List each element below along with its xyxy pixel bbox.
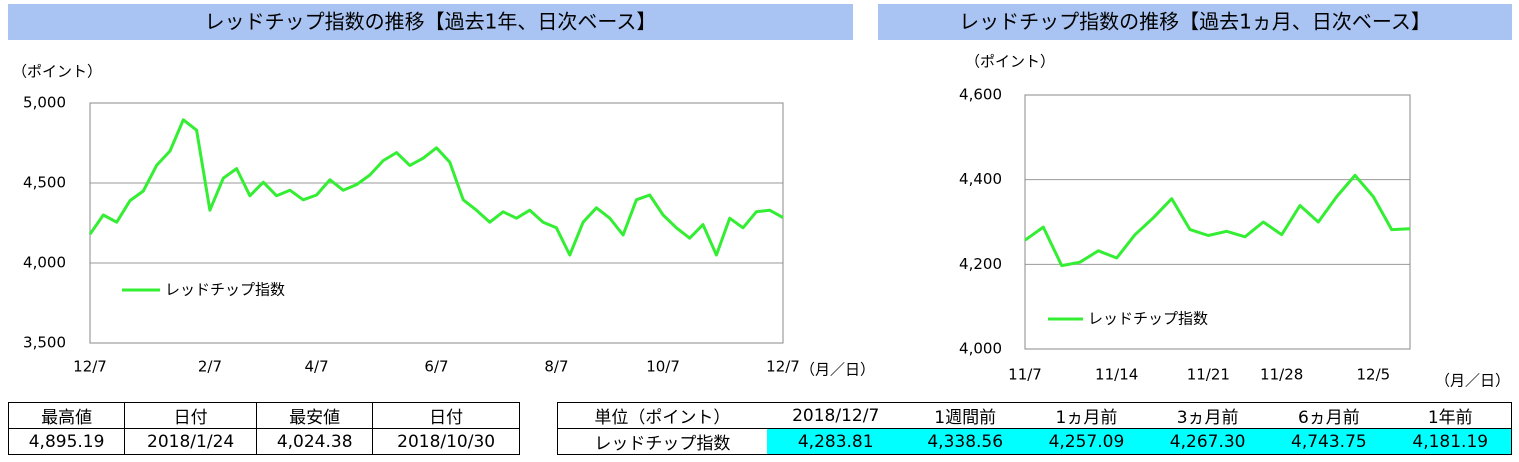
x-tick-label: 6/7: [424, 358, 448, 376]
series-line: [1024, 173, 1411, 268]
plot-frame: [1024, 94, 1411, 350]
table-row: 最高値 日付 最安値 日付: [7, 402, 520, 429]
legend-label: レッドチップ指数: [165, 281, 285, 299]
x-tick-label: 2/7: [198, 358, 222, 376]
table-header-cell: 1年前: [1389, 402, 1513, 429]
x-tick-label: 8/7: [544, 358, 568, 376]
y-tick-label: 4,000: [23, 254, 66, 272]
y-tick-label: 3,500: [23, 334, 66, 352]
summary-table: 最高値 日付 最安値 日付 4,895.19 2018/1/24 4,024.38 2018/…: [7, 402, 520, 455]
x-tick-label: 12/7: [73, 358, 107, 376]
y-tick-label: 4,600: [959, 86, 1002, 104]
table-cell: 4,024.38: [256, 428, 374, 455]
table-cell: 4,743.75: [1268, 428, 1390, 455]
table-header-cell: 1ヵ月前: [1025, 402, 1148, 429]
table-cell: レッドチップ指数: [556, 428, 767, 455]
x-tick-label: 10/7: [646, 358, 680, 376]
x-tick-label: 4/7: [304, 358, 328, 376]
table-cell: 4,338.56: [904, 428, 1026, 455]
table-row: 単位（ポイント） 2018/12/7 1週間前 1ヵ月前 3ヵ月前 6ヵ月前 1年前: [556, 402, 1513, 429]
table-cell: 4,895.19: [7, 428, 126, 455]
table-header-cell: 1週間前: [904, 402, 1026, 429]
table-cell: 4,181.19: [1389, 428, 1513, 455]
y-tick-label: 4,200: [959, 255, 1002, 273]
table-cell: 4,267.30: [1147, 428, 1269, 455]
x-tick-label: 12/5: [1356, 366, 1390, 384]
x-tick-label: 11/7: [1008, 366, 1042, 384]
table-cell: 2018/1/24: [124, 428, 258, 455]
y-axis-unit: （ポイント）: [965, 53, 1055, 71]
series-line: [88, 118, 784, 257]
table-header-cell: 2018/12/7: [766, 402, 905, 429]
y-tick-label: 4,000: [959, 340, 1002, 358]
plot-frame: [89, 102, 784, 344]
x-tick-label: 11/28: [1260, 366, 1303, 384]
table-header-cell: 3ヵ月前: [1147, 402, 1269, 429]
x-tick-label: 12/7: [766, 358, 800, 376]
table-cell: 4,283.81: [766, 428, 905, 455]
table-row: レッドチップ指数 4,283.81 4,338.56 4,257.09 4,267.30…: [556, 428, 1513, 455]
table-header-cell: 日付: [124, 402, 258, 429]
table-header-cell: 6ヵ月前: [1268, 402, 1390, 429]
legend-label: レッドチップ指数: [1088, 310, 1208, 328]
x-tick-label: 11/14: [1095, 366, 1138, 384]
table-row: 4,895.19 2018/1/24 4,024.38 2018/10/30: [7, 428, 520, 455]
y-tick-label: 4,500: [23, 174, 66, 192]
title-bar: [878, 4, 1512, 40]
table-header-cell: 単位（ポイント）: [556, 402, 767, 429]
x-axis-unit: （月／日）: [800, 361, 875, 379]
table-header-cell: 最安値: [256, 402, 374, 429]
table-header-cell: 日付: [372, 402, 520, 429]
table-header-cell: 最高値: [7, 402, 126, 429]
y-tick-label: 4,400: [959, 170, 1002, 188]
chart-title: レッドチップ指数の推移【過去1ヵ月、日次ベース】: [959, 10, 1431, 34]
title-bar: [8, 4, 853, 40]
x-tick-label: 11/21: [1187, 366, 1230, 384]
comparison-table: 単位（ポイント） 2018/12/7 1週間前 1ヵ月前 3ヵ月前 6ヵ月前 1年前 レッドチ…: [556, 402, 1513, 455]
x-axis-unit: （月／日）: [1435, 372, 1510, 390]
table-cell: 4,257.09: [1025, 428, 1148, 455]
charts: レッドチップ指数の推移【過去1年、日次ベース】 （ポイント） （月／日） 3,500 4…: [8, 4, 1512, 390]
y-tick-label: 5,000: [23, 94, 66, 112]
y-axis-unit: （ポイント）: [12, 63, 102, 81]
chart-title: レッドチップ指数の推移【過去1年、日次ベース】: [205, 10, 657, 34]
table-cell: 2018/10/30: [372, 428, 520, 455]
